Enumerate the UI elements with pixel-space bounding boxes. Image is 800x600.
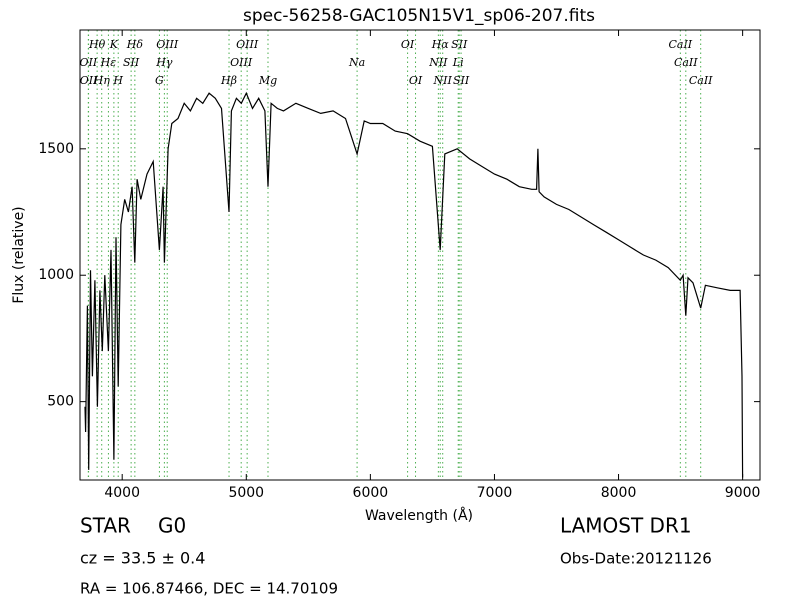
x-tick-label: 7000: [477, 485, 513, 501]
x-tick-label: 4000: [104, 485, 140, 501]
x-axis-label: Wavelength (Å): [365, 507, 473, 524]
y-tick-label: 1000: [38, 267, 74, 283]
y-axis-label: Flux (relative): [11, 206, 27, 303]
spectral-line-label: OI: [401, 38, 415, 51]
spectral-line-label: Na: [348, 56, 365, 69]
spectral-line-label: OII: [80, 74, 98, 87]
spectral-line-label: G: [155, 74, 164, 87]
spectral-line-label: OIII: [236, 38, 259, 51]
spectral-line-label: K: [109, 38, 119, 51]
x-tick-label: 9000: [725, 485, 761, 501]
x-tick-label: 6000: [353, 485, 389, 501]
x-tick-label: 5000: [228, 485, 264, 501]
coords-label: RA = 106.87466, DEC = 14.70109: [80, 580, 338, 598]
date-label: Obs-Date:20121126: [560, 550, 712, 568]
plot-frame: [79, 29, 761, 481]
chart-title: spec-56258-GAC105N15V1_sp06-207.fits: [243, 6, 595, 26]
cz-label: cz = 33.5 ± 0.4: [80, 549, 205, 568]
spectrum-line: [84, 91, 744, 478]
spectral-line-label: CaII: [674, 56, 698, 69]
spectral-line-label: Hα: [431, 38, 450, 51]
class-label: STAR: [80, 514, 131, 538]
y-tick-label: 1500: [38, 141, 74, 157]
spectral-line-label: NII: [433, 74, 453, 87]
spectral-line-label: H: [112, 74, 123, 87]
survey-label: LAMOST DR1: [560, 514, 692, 538]
spectral-line-label: SII: [123, 56, 140, 69]
spectral-line-label: SII: [451, 38, 468, 51]
subclass-label: G0: [158, 514, 186, 538]
spectral-line-label: Hθ: [88, 38, 106, 51]
spectral-line-label: Hγ: [155, 56, 173, 69]
spectral-line-label: OI: [409, 74, 423, 87]
spectral-line-label: Hδ: [126, 38, 144, 51]
spectral-line-label: Li: [452, 56, 464, 69]
spectral-line-label: CaII: [689, 74, 713, 87]
y-tick-label: 500: [47, 394, 74, 410]
spectral-line-label: Hβ: [220, 74, 237, 87]
spectral-line-label: Hε: [100, 56, 117, 69]
spectral-line-label: Mg: [258, 74, 277, 87]
x-tick-label: 8000: [601, 485, 637, 501]
spectral-line-label: CaII: [668, 38, 692, 51]
spectral-line-label: NII: [428, 56, 448, 69]
spectral-line-label: OIII: [230, 56, 253, 69]
spectral-line-label: SII: [453, 74, 470, 87]
spectral-line-label: Hη: [93, 74, 111, 87]
spectral-line-label: OIII: [156, 38, 179, 51]
